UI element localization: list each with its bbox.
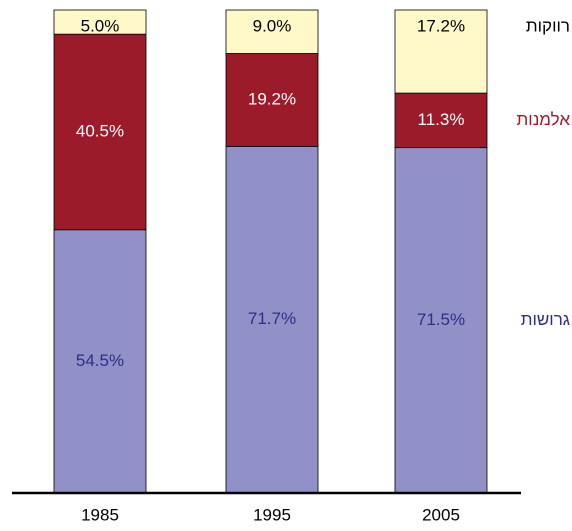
value-label: 54.5%: [76, 351, 124, 370]
value-label: 5.0%: [81, 16, 120, 35]
bar-segment: [53, 33, 147, 231]
value-label: 71.5%: [417, 310, 465, 329]
x-tick-label: 2005: [422, 505, 460, 524]
bar-segment: [225, 9, 319, 54]
bar-segment: [53, 9, 147, 35]
value-label: 19.2%: [248, 89, 296, 108]
bar-segment: [394, 92, 488, 149]
value-label: 9.0%: [253, 16, 292, 35]
x-tick-label: 1995: [253, 505, 291, 524]
legend-label: רווקות: [526, 16, 570, 35]
value-label: 71.7%: [248, 309, 296, 328]
bar-segment: [225, 53, 319, 147]
legend-label: גרושות: [521, 310, 570, 329]
value-label: 11.3%: [418, 110, 465, 129]
bar-segment: [394, 9, 488, 94]
bar-segment: [394, 147, 488, 494]
x-tick-label: 1985: [81, 505, 119, 524]
bar-segment: [53, 229, 147, 494]
legend-label: אלמנות: [517, 110, 571, 129]
value-label: 17.2%: [417, 16, 465, 35]
bar-segment: [225, 145, 319, 494]
value-label: 40.5%: [76, 121, 124, 140]
